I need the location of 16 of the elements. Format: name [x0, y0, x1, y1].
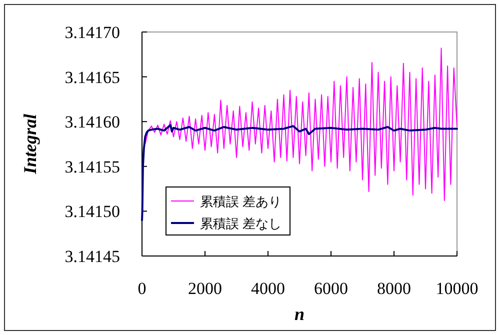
- x-tick-label: 8000: [377, 279, 411, 298]
- y-tick-label: 3.14160: [64, 112, 120, 132]
- y-tick-label: 3.14145: [64, 247, 120, 266]
- y-tick-label: 3.14165: [64, 68, 120, 87]
- x-tick-label: 0: [138, 279, 146, 298]
- x-tick-label: 2000: [188, 279, 222, 298]
- legend-label: 累積誤 差なし: [200, 216, 282, 231]
- y-tick-label: 3.14170: [64, 23, 120, 42]
- legend-label: 累積誤 差あり: [200, 194, 282, 209]
- y-axis-title: Integral: [20, 114, 40, 176]
- y-tick-label: 3.14155: [64, 157, 120, 176]
- x-tick-label: 10000: [436, 279, 478, 298]
- x-tick-label: 6000: [314, 279, 348, 298]
- x-tick-label: 4000: [251, 279, 285, 298]
- x-axis-title: n: [294, 304, 305, 324]
- y-tick-label: 3.14150: [64, 202, 120, 222]
